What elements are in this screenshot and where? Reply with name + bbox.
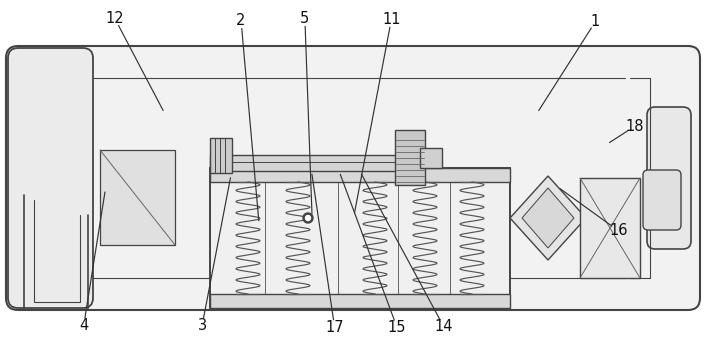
Text: 16: 16 [609, 223, 627, 238]
Text: 14: 14 [435, 319, 453, 334]
FancyBboxPatch shape [643, 170, 681, 230]
Text: 15: 15 [388, 320, 406, 335]
Bar [210, 294, 510, 308]
Bar [210, 168, 510, 182]
FancyBboxPatch shape [647, 107, 691, 249]
Text: 2: 2 [236, 13, 246, 28]
Polygon shape [522, 188, 574, 248]
Bar [100, 150, 175, 245]
Text: 1: 1 [591, 14, 601, 29]
Text: 17: 17 [325, 320, 344, 335]
FancyBboxPatch shape [8, 48, 93, 308]
Text: 4: 4 [79, 318, 89, 333]
Bar [210, 168, 510, 308]
Circle shape [306, 215, 311, 220]
Text: 5: 5 [300, 11, 310, 26]
Bar [210, 138, 232, 173]
Text: 11: 11 [382, 12, 401, 27]
Bar [395, 130, 425, 185]
Text: 18: 18 [625, 119, 644, 134]
Text: 12: 12 [106, 11, 124, 26]
Bar [210, 155, 400, 171]
FancyBboxPatch shape [6, 46, 700, 310]
Text: 3: 3 [198, 318, 206, 333]
Circle shape [303, 213, 313, 223]
Bar [420, 148, 442, 168]
Bar [580, 178, 640, 278]
Polygon shape [510, 176, 586, 260]
